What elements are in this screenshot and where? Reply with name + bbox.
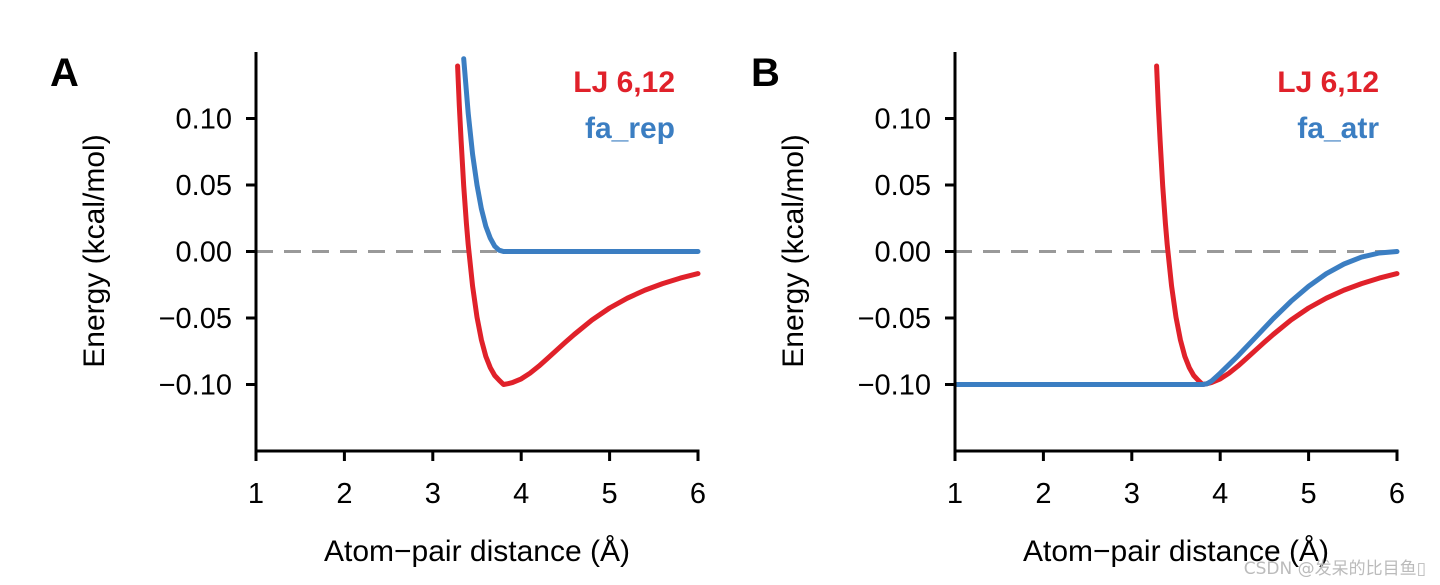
- y-tick-label: −0.10: [858, 370, 931, 402]
- x-axis-label: Atom−pair distance (Å): [324, 535, 630, 568]
- x-tick-label: 4: [513, 478, 529, 510]
- legend-entry: fa_atr: [1297, 112, 1379, 145]
- x-tick-label: 2: [1035, 478, 1051, 510]
- y-tick-label: 0.00: [176, 237, 232, 269]
- y-tick-label: −0.05: [159, 303, 232, 335]
- x-tick-label: 3: [1124, 478, 1140, 510]
- x-tick-label: 6: [690, 478, 706, 510]
- panel-a: A Energy (kcal/mol) Atom−pair distance (…: [50, 51, 706, 568]
- y-tick-label: −0.05: [858, 303, 931, 335]
- series-line: [455, 63, 701, 387]
- watermark: CSDN @发呆的比目鱼▯: [1243, 559, 1426, 579]
- series-line: [461, 56, 701, 254]
- y-tick-label: 0.05: [875, 170, 931, 202]
- x-axis-label: Atom−pair distance (Å): [1023, 535, 1329, 568]
- y-tick-label: 0.10: [176, 104, 232, 136]
- x-tick-label: 3: [425, 478, 441, 510]
- legend-entry: fa_rep: [585, 112, 675, 145]
- x-tick-label: 6: [1389, 478, 1405, 510]
- x-tick-label: 2: [336, 478, 352, 510]
- x-tick-label: 1: [947, 478, 963, 510]
- y-tick-label: 0.05: [176, 170, 232, 202]
- x-tick-label: 5: [602, 478, 618, 510]
- panel-letter: A: [50, 51, 79, 95]
- legend-entry: LJ 6,12: [573, 66, 675, 99]
- y-tick-label: 0.00: [875, 237, 931, 269]
- x-tick-label: 1: [248, 478, 264, 510]
- panel-letter: B: [751, 51, 780, 95]
- panel-b: B Energy (kcal/mol) Atom−pair distance (…: [751, 51, 1405, 568]
- y-axis-label: Energy (kcal/mol): [777, 134, 810, 367]
- y-axis-label: Energy (kcal/mol): [78, 134, 111, 367]
- legend-entry: LJ 6,12: [1277, 66, 1379, 99]
- x-tick-label: 4: [1212, 478, 1228, 510]
- x-tick-label: 5: [1301, 478, 1317, 510]
- series-line: [955, 249, 1400, 387]
- y-tick-label: −0.10: [159, 370, 232, 402]
- y-tick-label: 0.10: [875, 104, 931, 136]
